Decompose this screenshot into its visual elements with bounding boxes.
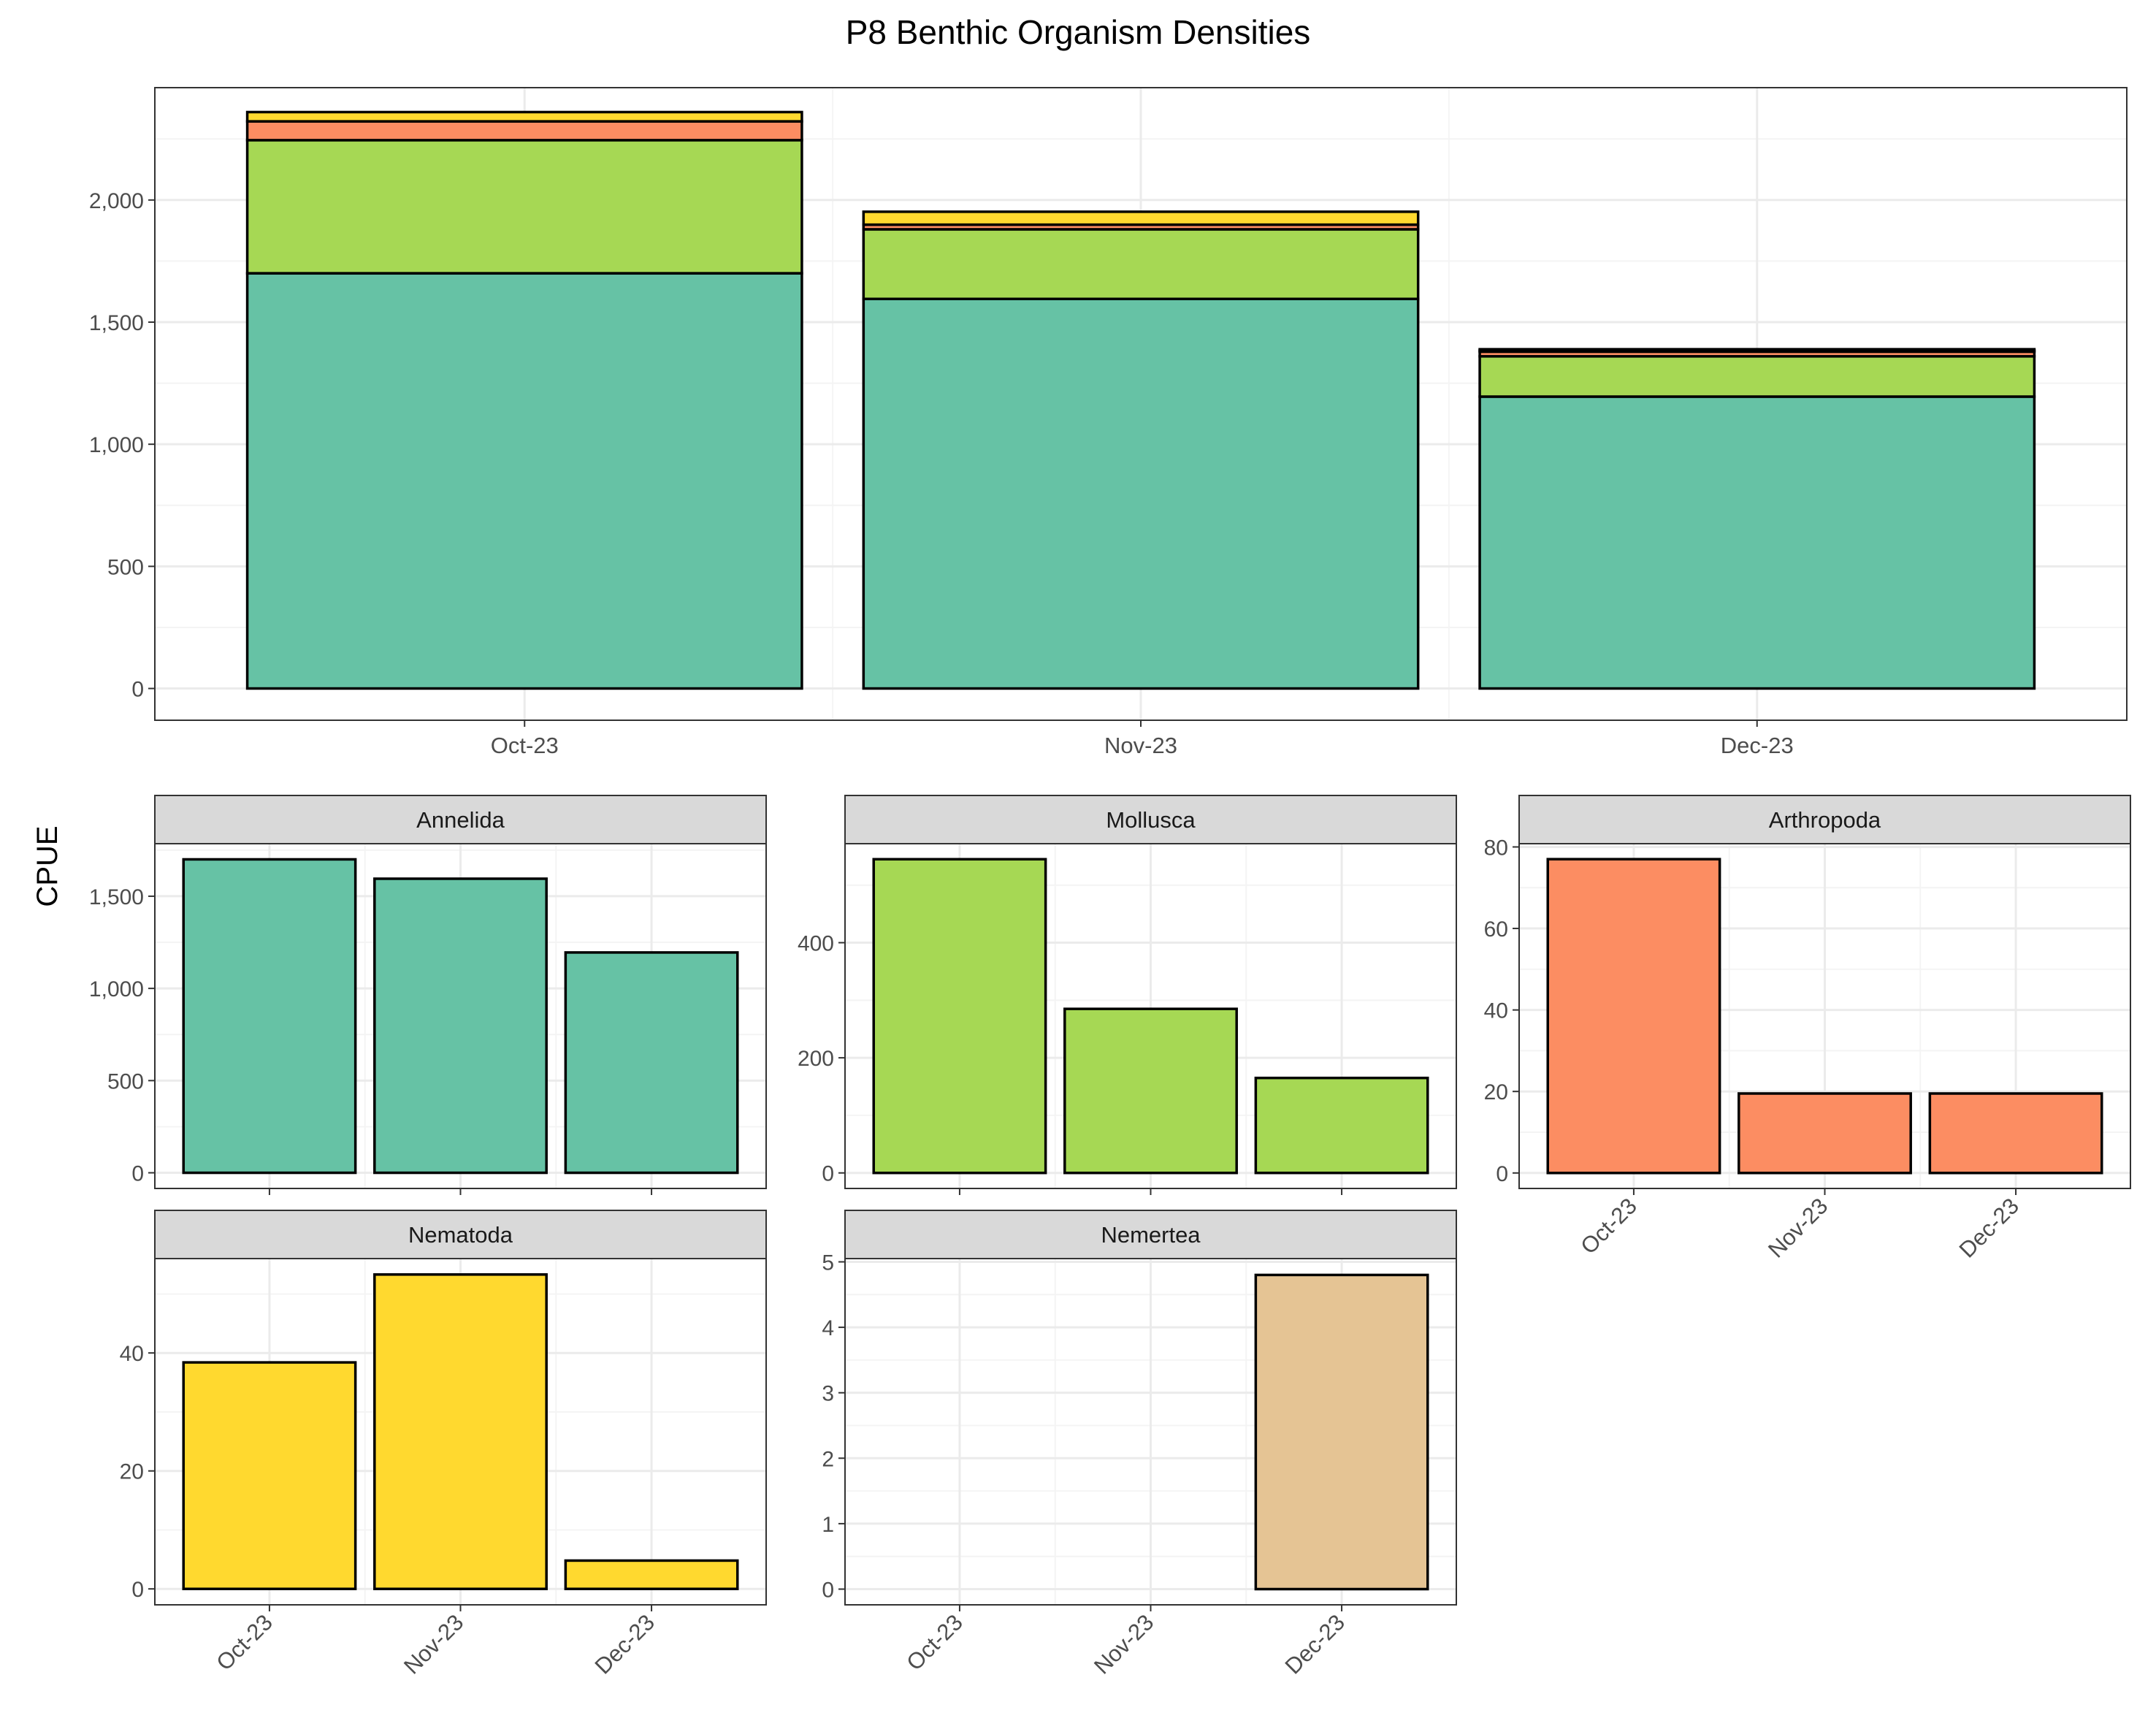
y-tick-label: 1,500	[89, 311, 144, 335]
bar-mollusca-oct-23	[872, 858, 1047, 1175]
bar-annelida-nov-23	[373, 877, 548, 1175]
facet-strip-label: Arthropoda	[1769, 807, 1881, 833]
chart-title: P8 Benthic Organism Densities	[846, 13, 1311, 51]
panel-annelida: Annelida 0 500 1,000 1,500	[89, 795, 767, 1195]
y-tick-label: 1,000	[89, 977, 144, 1001]
x-tick-label: Nov-23	[1104, 733, 1177, 758]
panel-mollusca: Mollusca 0 200 400	[798, 795, 1457, 1195]
bar-annelida-oct-23	[182, 858, 357, 1175]
y-tick-label: 0	[131, 678, 144, 702]
y-axis-label: CPUE	[31, 825, 64, 907]
bar-mollusca-nov-23	[1063, 1007, 1238, 1175]
bar-arthropoda-oct-23	[1546, 858, 1721, 1175]
bar-arthropoda-oct-23	[245, 120, 803, 142]
bar-mollusca-oct-23	[245, 139, 803, 275]
facet-strip-label: Nemertea	[1101, 1222, 1201, 1248]
y-tick-label: 400	[798, 932, 834, 956]
y-tick-label: 80	[1484, 836, 1508, 860]
bar-nemertea-dec-23	[1478, 348, 2036, 352]
bar-nematoda-nov-23	[373, 1273, 548, 1590]
bar-mollusca-dec-23	[1254, 1076, 1429, 1175]
bar-nematoda-nov-23	[862, 210, 1420, 226]
bar-nemertea-dec-23	[1254, 1273, 1429, 1591]
facet-strip-label: Annelida	[416, 807, 505, 833]
y-tick-label: 500	[107, 555, 144, 579]
y-tick-label: 1,500	[89, 885, 144, 909]
x-tick-label: Oct-23	[491, 733, 559, 758]
y-tick-label: 0	[131, 1578, 144, 1602]
bar-mollusca-dec-23	[1478, 355, 2036, 398]
x-tick-label: Dec-23	[1721, 733, 1794, 758]
panel-main: 0 500 1,000 1,500 2,000 Oct-23 Nov-23 Dec-23	[89, 87, 2128, 758]
facet-strip-label: Nematoda	[408, 1222, 513, 1248]
y-tick-label: 4	[822, 1316, 834, 1340]
bar-arthropoda-nov-23	[1738, 1092, 1912, 1175]
bar-annelida-dec-23	[564, 951, 739, 1175]
y-tick-label: 2,000	[89, 189, 144, 213]
bar-nematoda-oct-23	[245, 110, 803, 123]
y-tick-label: 0	[822, 1162, 834, 1186]
bar-nematoda-dec-23	[564, 1559, 739, 1590]
bar-annelida-dec-23	[1478, 395, 2036, 690]
y-tick-label: 500	[107, 1069, 144, 1093]
y-tick-label: 0	[1496, 1162, 1508, 1186]
facet-strip	[1518, 795, 2131, 844]
y-tick-label: 200	[798, 1047, 834, 1071]
y-tick-label: 20	[1484, 1080, 1508, 1104]
facet-strip	[844, 795, 1457, 844]
facet-strip-label: Mollusca	[1106, 807, 1196, 833]
y-tick-label: 2	[822, 1447, 834, 1471]
facet-strip	[154, 795, 767, 844]
bar-annelida-nov-23	[862, 297, 1420, 690]
bar-nematoda-oct-23	[182, 1361, 357, 1590]
y-tick-label: 5	[822, 1251, 834, 1275]
y-tick-label: 1	[822, 1513, 834, 1537]
y-tick-label: 40	[1484, 999, 1508, 1023]
y-tick-label: 0	[822, 1578, 834, 1602]
y-tick-label: 0	[131, 1162, 144, 1186]
facet-strip	[844, 1210, 1457, 1259]
y-tick-label: 3	[822, 1382, 834, 1406]
y-tick-label: 1,000	[89, 433, 144, 457]
bar-mollusca-nov-23	[862, 228, 1420, 300]
facet-strip	[154, 1210, 767, 1259]
bar-annelida-oct-23	[245, 272, 803, 690]
bar-arthropoda-dec-23	[1928, 1092, 2103, 1175]
y-tick-label: 40	[120, 1342, 144, 1366]
y-tick-label: 60	[1484, 917, 1508, 942]
y-tick-label: 20	[120, 1460, 144, 1484]
